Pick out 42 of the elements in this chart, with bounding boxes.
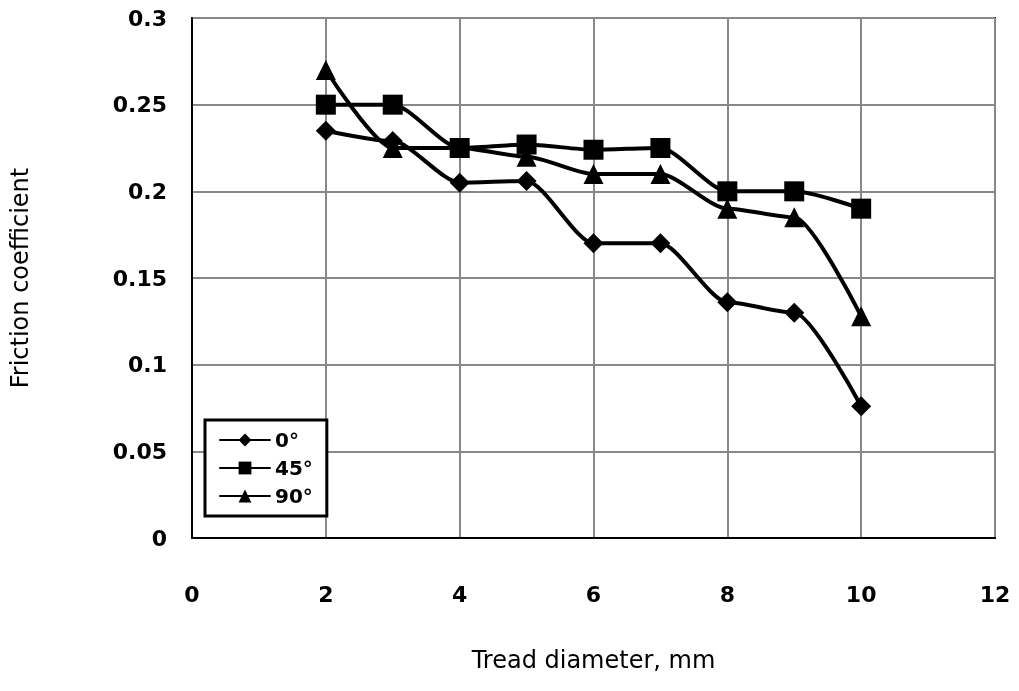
- x-tick-label: 12: [979, 581, 1011, 607]
- y-tick-label: 0: [151, 525, 167, 551]
- y-tick-label: 0.05: [112, 438, 167, 464]
- y-tick-label: 0.2: [128, 178, 167, 204]
- x-tick-label: 0: [184, 581, 200, 607]
- x-tick-label: 2: [318, 581, 334, 607]
- point: [315, 60, 336, 80]
- point: [315, 120, 336, 141]
- x-tick-label: 10: [845, 581, 877, 607]
- point: [784, 181, 805, 202]
- point: [449, 172, 470, 193]
- point: [717, 292, 738, 313]
- point: [516, 134, 537, 155]
- legend-label: 0°: [275, 428, 299, 452]
- point: [851, 396, 872, 417]
- x-tick-label: 6: [585, 581, 602, 607]
- point: [851, 198, 872, 219]
- point: [449, 138, 470, 158]
- point: [784, 302, 805, 323]
- point: [851, 306, 872, 327]
- y-tick-label: 0.1: [128, 352, 167, 378]
- point: [583, 233, 604, 254]
- y-axis-title: Friction coefficient: [6, 167, 34, 389]
- point: [650, 164, 671, 184]
- y-tick-label: 0.3: [128, 5, 167, 31]
- y-tick-label: 0.25: [112, 92, 167, 118]
- legend-label: 45°: [275, 456, 313, 480]
- point: [583, 164, 604, 184]
- point: [516, 170, 537, 191]
- y-tick-label: 0.15: [112, 265, 167, 291]
- point: [784, 207, 805, 228]
- point: [583, 139, 604, 160]
- point: [717, 198, 738, 219]
- x-tick-label: 8: [719, 581, 735, 607]
- point: [717, 181, 738, 202]
- x-axis-title: Tread diameter, mm: [470, 646, 716, 674]
- x-tick-label: 4: [452, 581, 468, 607]
- legend-label: 90°: [275, 484, 313, 508]
- point: [650, 233, 671, 254]
- point: [650, 138, 671, 158]
- point: [315, 94, 336, 115]
- point: [382, 94, 403, 115]
